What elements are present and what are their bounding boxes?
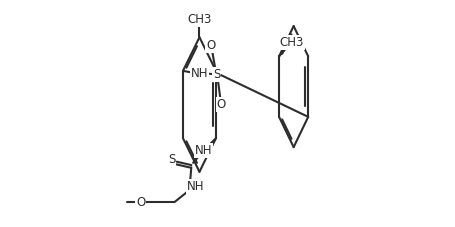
Text: NH: NH xyxy=(195,144,212,157)
Text: NH: NH xyxy=(191,67,208,80)
Text: CH3: CH3 xyxy=(187,13,212,26)
Text: NH: NH xyxy=(187,180,205,193)
Text: CH3: CH3 xyxy=(279,36,303,49)
Text: S: S xyxy=(168,153,176,166)
Text: O: O xyxy=(217,98,226,111)
Text: S: S xyxy=(213,68,220,81)
Text: O: O xyxy=(136,196,146,209)
Text: O: O xyxy=(207,39,216,52)
